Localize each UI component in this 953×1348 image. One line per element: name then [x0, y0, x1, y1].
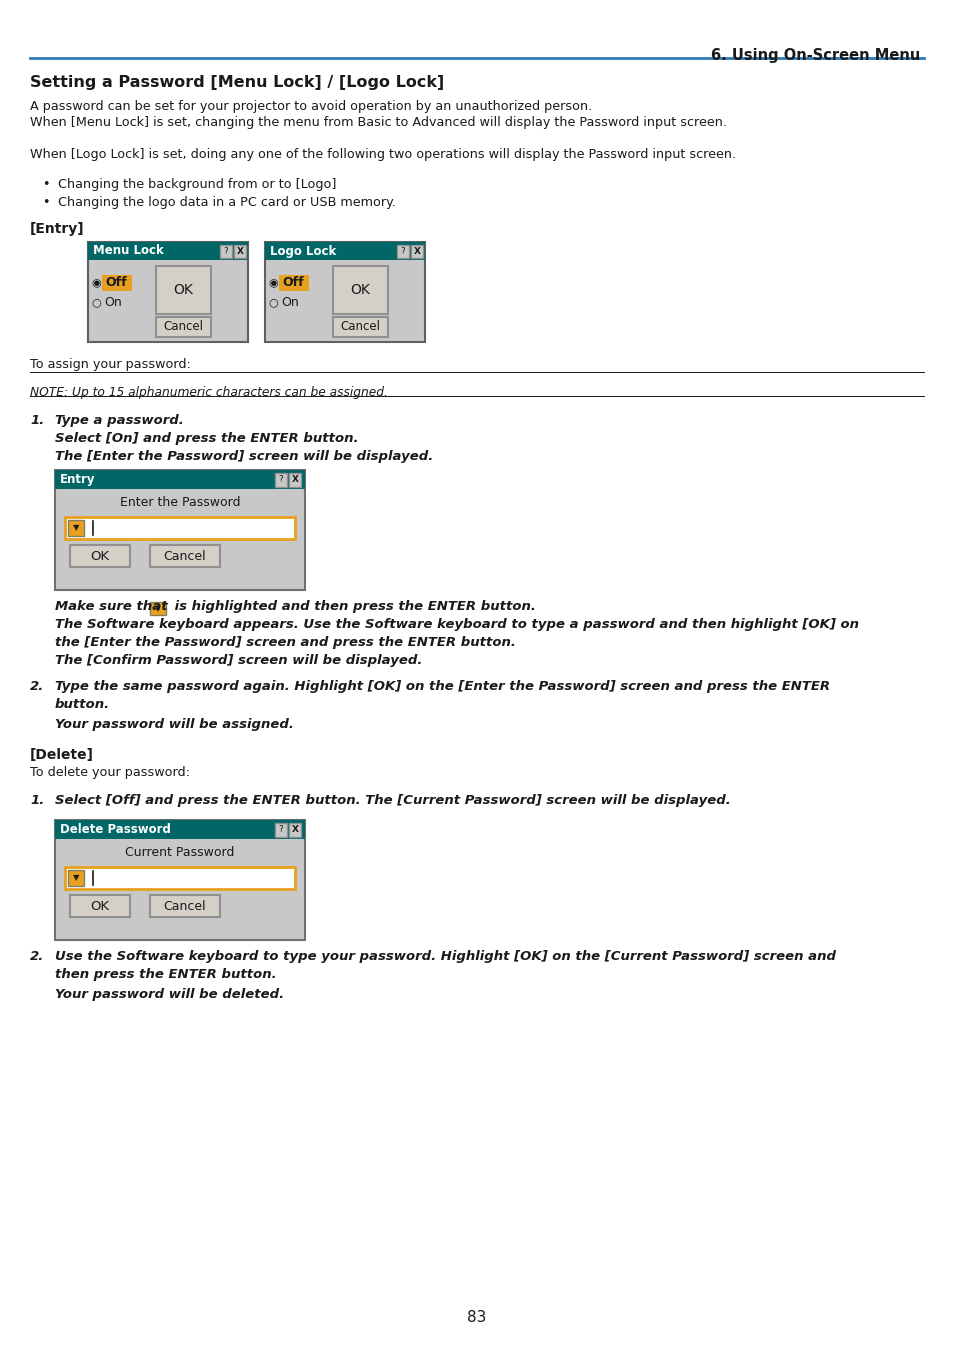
- Bar: [233, 245, 246, 257]
- Text: Menu Lock: Menu Lock: [92, 244, 164, 257]
- Text: is highlighted and then press the ENTER button.: is highlighted and then press the ENTER …: [170, 600, 536, 613]
- Bar: [150, 603, 166, 615]
- Text: ?: ?: [278, 476, 283, 484]
- Bar: [333, 266, 388, 314]
- Text: The Software keyboard appears. Use the Software keyboard to type a password and : The Software keyboard appears. Use the S…: [55, 617, 858, 631]
- Text: Enter the Password: Enter the Password: [120, 496, 240, 510]
- Text: Select [Off] and press the ENTER button. The [Current Password] screen will be d: Select [Off] and press the ENTER button.…: [55, 794, 730, 807]
- Text: NOTE: Up to 15 alphanumeric characters can be assigned.: NOTE: Up to 15 alphanumeric characters c…: [30, 386, 388, 399]
- Text: Cancel: Cancel: [164, 899, 206, 913]
- Text: ?: ?: [223, 248, 228, 256]
- Text: Cancel: Cancel: [339, 321, 379, 333]
- Text: X: X: [413, 248, 420, 256]
- Text: Changing the background from or to [Logo]: Changing the background from or to [Logo…: [58, 178, 336, 191]
- Text: Delete Password: Delete Password: [60, 824, 171, 836]
- Text: Use the Software keyboard to type your password. Highlight [OK] on the [Current : Use the Software keyboard to type your p…: [55, 950, 835, 962]
- Text: OK: OK: [91, 550, 110, 562]
- Text: •: •: [42, 195, 50, 209]
- Bar: [289, 824, 301, 837]
- Bar: [55, 470, 305, 590]
- Text: Setting a Password [Menu Lock] / [Logo Lock]: Setting a Password [Menu Lock] / [Logo L…: [30, 75, 444, 90]
- Text: [Entry]: [Entry]: [30, 222, 85, 236]
- Text: Off: Off: [282, 276, 303, 290]
- Text: When [Menu Lock] is set, changing the menu from Basic to Advanced will display t: When [Menu Lock] is set, changing the me…: [30, 116, 726, 129]
- Bar: [265, 243, 424, 342]
- Text: The [Confirm Password] screen will be displayed.: The [Confirm Password] screen will be di…: [55, 654, 422, 667]
- Text: Select [On] and press the ENTER button.: Select [On] and press the ENTER button.: [55, 431, 358, 445]
- Bar: [88, 243, 248, 260]
- Text: Cancel: Cancel: [164, 550, 206, 562]
- Bar: [150, 895, 220, 917]
- Bar: [274, 473, 287, 487]
- Text: To delete your password:: To delete your password:: [30, 766, 190, 779]
- Bar: [68, 869, 84, 886]
- Bar: [278, 275, 309, 291]
- Text: Current Password: Current Password: [125, 847, 234, 860]
- Text: To assign your password:: To assign your password:: [30, 359, 191, 371]
- Text: 6. Using On-Screen Menu: 6. Using On-Screen Menu: [710, 49, 919, 63]
- Bar: [55, 820, 305, 940]
- Text: Entry: Entry: [60, 473, 95, 487]
- Bar: [411, 245, 422, 257]
- Text: ?: ?: [400, 248, 405, 256]
- Bar: [55, 470, 305, 489]
- Text: 1.: 1.: [30, 414, 44, 427]
- Bar: [333, 317, 388, 337]
- Bar: [55, 820, 305, 838]
- Bar: [220, 245, 232, 257]
- Text: 2.: 2.: [30, 950, 44, 962]
- Text: Your password will be assigned.: Your password will be assigned.: [55, 718, 294, 731]
- Text: ○: ○: [91, 297, 101, 307]
- Bar: [156, 317, 211, 337]
- Text: then press the ENTER button.: then press the ENTER button.: [55, 968, 276, 981]
- Bar: [265, 243, 424, 260]
- Text: X: X: [236, 248, 243, 256]
- Text: X: X: [292, 825, 298, 834]
- Text: button.: button.: [55, 698, 110, 710]
- Text: OK: OK: [350, 283, 370, 297]
- Bar: [68, 520, 84, 537]
- Bar: [88, 243, 248, 342]
- Text: Type a password.: Type a password.: [55, 414, 184, 427]
- Bar: [65, 867, 294, 888]
- Bar: [102, 275, 132, 291]
- Bar: [70, 545, 130, 568]
- Text: OK: OK: [91, 899, 110, 913]
- Text: 83: 83: [467, 1310, 486, 1325]
- Text: Changing the logo data in a PC card or USB memory.: Changing the logo data in a PC card or U…: [58, 195, 395, 209]
- Text: X: X: [292, 476, 298, 484]
- Text: Logo Lock: Logo Lock: [270, 244, 335, 257]
- Text: 2.: 2.: [30, 679, 44, 693]
- Bar: [274, 824, 287, 837]
- Text: 1.: 1.: [30, 794, 44, 807]
- Text: On: On: [104, 295, 122, 309]
- Text: Cancel: Cancel: [163, 321, 203, 333]
- Text: ▼: ▼: [72, 523, 79, 532]
- Text: ▼: ▼: [72, 874, 79, 883]
- Text: Your password will be deleted.: Your password will be deleted.: [55, 988, 284, 1002]
- Text: ◉: ◉: [268, 278, 277, 288]
- Text: Make sure that: Make sure that: [55, 600, 172, 613]
- Text: The [Enter the Password] screen will be displayed.: The [Enter the Password] screen will be …: [55, 450, 433, 462]
- Text: Off: Off: [105, 276, 127, 290]
- Text: the [Enter the Password] screen and press the ENTER button.: the [Enter the Password] screen and pres…: [55, 636, 516, 648]
- Text: •: •: [42, 178, 50, 191]
- Bar: [150, 545, 220, 568]
- Bar: [65, 518, 294, 539]
- Text: A password can be set for your projector to avoid operation by an unauthorized p: A password can be set for your projector…: [30, 100, 592, 113]
- Text: OK: OK: [172, 283, 193, 297]
- Text: ?: ?: [278, 825, 283, 834]
- Bar: [396, 245, 409, 257]
- Text: ○: ○: [268, 297, 277, 307]
- Text: ▼: ▼: [155, 604, 161, 613]
- Text: [Delete]: [Delete]: [30, 748, 94, 762]
- Bar: [156, 266, 211, 314]
- Text: On: On: [281, 295, 298, 309]
- Bar: [289, 473, 301, 487]
- Text: When [Logo Lock] is set, doing any one of the following two operations will disp: When [Logo Lock] is set, doing any one o…: [30, 148, 736, 160]
- Bar: [70, 895, 130, 917]
- Text: Type the same password again. Highlight [OK] on the [Enter the Password] screen : Type the same password again. Highlight …: [55, 679, 829, 693]
- Text: ◉: ◉: [91, 278, 101, 288]
